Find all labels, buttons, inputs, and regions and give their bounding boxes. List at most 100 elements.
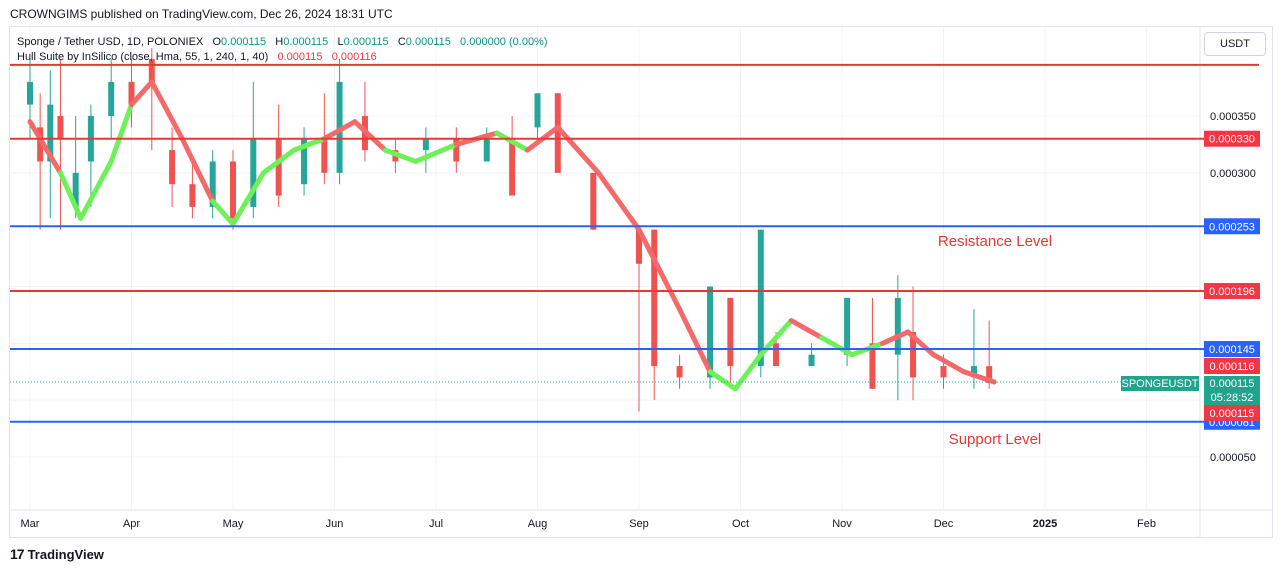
hull-line-segment <box>291 136 327 153</box>
level-price-label: 0.000330 <box>1209 134 1255 146</box>
candle-body <box>453 138 460 162</box>
hull-line-segment <box>930 352 967 375</box>
candle-body <box>108 81 115 116</box>
candle-body <box>986 366 993 384</box>
hull-line-segment <box>905 329 936 358</box>
candle-body <box>47 104 54 162</box>
candle-body <box>534 93 541 128</box>
last-price-label: 0.000115 <box>1209 378 1254 390</box>
hull-line-segment <box>108 102 134 164</box>
candle-body <box>37 127 44 162</box>
x-tick-label: Oct <box>732 518 749 530</box>
legend-close-value: 0.000115 <box>405 36 451 48</box>
hull-line-segment <box>555 124 601 176</box>
hull-line-segment <box>210 198 236 227</box>
legend-change: 0.000000 (0.00%) <box>460 36 548 48</box>
hull-line-segment <box>595 170 642 233</box>
hull-line-segment <box>230 170 266 227</box>
legend-indicator-value-1: 0.000115 <box>277 51 323 63</box>
tradingview-footer[interactable]: 17 TradingView <box>10 546 104 562</box>
hull-line-segment <box>413 141 459 164</box>
legend-low-value: 0.000115 <box>343 36 389 48</box>
candle-body <box>940 366 947 378</box>
y-tick-label: 0.000300 <box>1210 168 1256 180</box>
candle-body <box>970 366 977 378</box>
tradingview-logo-icon: 17 <box>10 546 25 562</box>
candle-body <box>676 366 683 378</box>
candle-body <box>275 138 282 196</box>
annotation-text: Resistance Level <box>938 233 1052 250</box>
hull-line-segment <box>129 79 155 108</box>
candle-body <box>250 138 257 207</box>
x-tick-label: Apr <box>123 518 140 530</box>
candle-body <box>230 161 236 219</box>
countdown-label: 05:28:52 <box>1211 392 1254 404</box>
legend-symbol[interactable]: Sponge / Tether USD, 1D, POLONIEX <box>17 36 204 48</box>
legend-close-label: C <box>397 36 406 48</box>
hull-line-segment <box>179 136 216 204</box>
candle-body <box>209 161 216 207</box>
candle-body <box>554 93 561 173</box>
candle-body <box>321 138 328 173</box>
x-tick-label: Jun <box>326 518 344 530</box>
candle-body <box>422 138 429 151</box>
currency-button[interactable]: USDT <box>1204 32 1266 56</box>
level-price-label: 0.000253 <box>1209 221 1255 233</box>
chart-frame[interactable] <box>9 26 1273 538</box>
candle-body <box>773 343 780 367</box>
hull-line-segment <box>382 147 419 164</box>
hull-line-segment <box>636 227 683 312</box>
legend-open-value: 0.000115 <box>221 36 267 48</box>
hull-line-segment <box>260 147 297 176</box>
level-price-label: 0.000196 <box>1209 286 1255 298</box>
x-tick-label: Sep <box>629 518 649 530</box>
candle-body <box>707 286 714 378</box>
legend-open-label: O <box>212 36 222 48</box>
candle-body <box>301 138 308 185</box>
symbol-tag-label: SPONGEUSDT <box>1121 378 1198 390</box>
level-price-tag <box>1204 218 1260 235</box>
hull-line-segment <box>494 130 530 153</box>
price-tag-label: 0.000115 <box>1209 408 1254 420</box>
level-price-tag <box>1204 341 1260 358</box>
last-price-tag <box>1204 376 1260 406</box>
x-tick-label: Dec <box>934 518 954 530</box>
price-tag-label: 0.000116 <box>1209 361 1254 373</box>
candle-body <box>72 172 79 207</box>
candle-body <box>808 354 815 367</box>
candle-body <box>910 331 917 378</box>
hull-line-segment <box>352 119 388 153</box>
candle-body <box>128 81 135 105</box>
candle-body <box>844 297 851 355</box>
candle-body <box>169 150 176 185</box>
hull-line-segment <box>788 318 825 341</box>
legend-low-label: L <box>337 36 344 48</box>
candle-body <box>57 116 64 139</box>
level-price-tag <box>1204 130 1260 147</box>
candle-body <box>509 138 516 196</box>
price-tag-red <box>1204 358 1260 374</box>
level-price-label: 0.000145 <box>1209 344 1255 356</box>
hull-line-segment <box>321 119 358 142</box>
candle-body <box>27 81 33 105</box>
hull-line-segment <box>27 119 63 176</box>
x-tick-label: Mar <box>21 518 40 530</box>
legend-high-label: H <box>275 36 284 48</box>
hull-line-segment <box>149 79 185 142</box>
price-tag-red <box>1204 405 1260 421</box>
hull-line-segment <box>707 369 738 392</box>
x-tick-label: May <box>223 518 244 530</box>
candle-body <box>651 229 658 367</box>
x-tick-label: Feb <box>1137 518 1156 530</box>
x-tick-label: Jul <box>429 518 443 530</box>
tradingview-brand: TradingView <box>27 546 104 562</box>
y-tick-label: 0.000050 <box>1210 452 1256 464</box>
hull-line-segment <box>78 158 114 221</box>
legend-indicator[interactable]: Hull Suite by InSilico (close, Hma, 55, … <box>17 51 269 63</box>
hull-line-segment <box>677 306 713 375</box>
hull-line-segment <box>819 335 855 358</box>
hull-line-segment <box>57 170 84 221</box>
candle-body <box>189 184 196 207</box>
candle-body <box>483 138 490 162</box>
